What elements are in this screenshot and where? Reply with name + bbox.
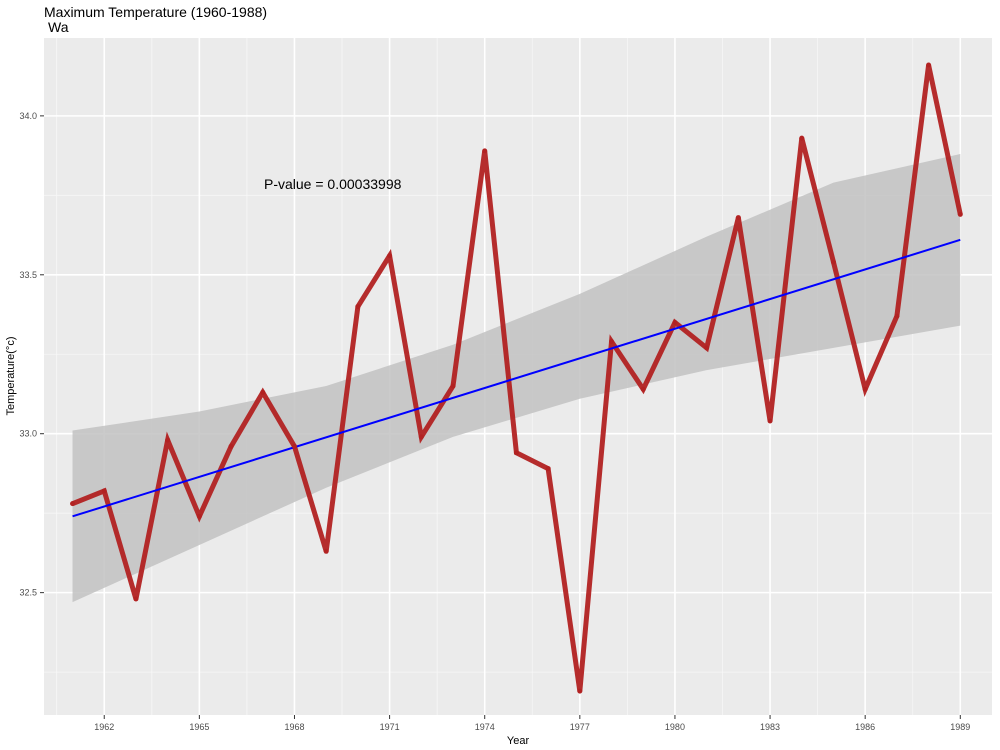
data-point-1963	[133, 596, 139, 602]
data-point-1984	[799, 135, 805, 141]
x-tick-label: 1989	[950, 722, 970, 732]
data-point-1967	[260, 389, 266, 395]
data-point-1962	[101, 488, 107, 494]
data-point-1971	[387, 253, 393, 259]
data-point-1965	[196, 513, 202, 519]
p-value-annotation: P-value = 0.00033998	[264, 176, 402, 192]
x-tick-label: 1977	[570, 722, 590, 732]
data-point-1985	[830, 259, 836, 265]
data-point-1986	[862, 386, 868, 392]
data-point-1989	[957, 211, 963, 217]
x-axis: 1962 1965 1968 1971 1974 1977 1980 1983 1986 1989	[94, 715, 970, 732]
data-point-1964	[165, 437, 171, 443]
y-axis: 32.5 33.0 33.5 34.0	[19, 111, 44, 598]
x-axis-title: Year	[507, 735, 530, 747]
y-axis-title: Temperature(°c)	[5, 337, 17, 416]
x-tick-label: 1968	[284, 722, 304, 732]
y-tick-label: 33.0	[19, 429, 37, 439]
data-point-1981	[704, 345, 710, 351]
x-tick-label: 1980	[665, 722, 685, 732]
x-tick-label: 1971	[380, 722, 400, 732]
data-point-1978	[609, 339, 615, 345]
chart-subtitle: Wa	[48, 19, 69, 35]
data-point-1972	[418, 434, 424, 440]
y-tick-label: 34.0	[19, 111, 37, 121]
y-tick-label: 33.5	[19, 270, 37, 280]
x-tick-label: 1962	[94, 722, 114, 732]
data-point-1979	[640, 386, 646, 392]
data-point-1974	[482, 148, 488, 154]
data-point-1975	[513, 450, 519, 456]
data-point-1970	[355, 304, 361, 310]
data-point-1961	[70, 501, 76, 507]
chart-title: Maximum Temperature (1960-1988)	[44, 4, 268, 20]
x-tick-label: 1986	[855, 722, 875, 732]
data-point-1976	[545, 466, 551, 472]
trend-line	[72, 238, 961, 518]
data-point-1987	[894, 313, 900, 319]
data-point-1982	[735, 215, 741, 221]
data-point-1968	[291, 443, 297, 449]
data-point-1980	[672, 319, 678, 325]
data-point-1983	[767, 418, 773, 424]
observed-points	[70, 62, 963, 694]
y-tick-label: 32.5	[19, 588, 37, 598]
x-tick-label: 1965	[189, 722, 209, 732]
x-tick-label: 1974	[475, 722, 495, 732]
data-point-1977	[577, 688, 583, 694]
data-point-1969	[323, 548, 329, 554]
data-point-1973	[450, 383, 456, 389]
data-point-1966	[228, 443, 234, 449]
data-point-1988	[926, 62, 932, 68]
x-tick-label: 1983	[760, 722, 780, 732]
